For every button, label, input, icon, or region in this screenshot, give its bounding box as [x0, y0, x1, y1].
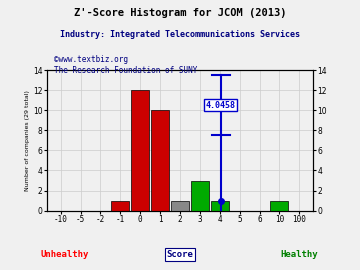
Bar — [151, 110, 169, 211]
Text: Score: Score — [167, 250, 193, 259]
Text: Industry: Integrated Telecommunications Services: Industry: Integrated Telecommunications … — [60, 30, 300, 39]
Text: Unhealthy: Unhealthy — [41, 250, 89, 259]
Y-axis label: Number of companies (29 total): Number of companies (29 total) — [25, 90, 30, 191]
Text: 4.0458: 4.0458 — [206, 101, 236, 110]
Text: Healthy: Healthy — [280, 250, 318, 259]
Bar — [211, 201, 229, 211]
Bar — [191, 181, 209, 211]
Text: ©www.textbiz.org: ©www.textbiz.org — [54, 55, 128, 64]
Bar — [131, 90, 149, 211]
Text: The Research Foundation of SUNY: The Research Foundation of SUNY — [54, 66, 197, 75]
Bar — [111, 201, 129, 211]
Bar — [270, 201, 288, 211]
Text: Z'-Score Histogram for JCOM (2013): Z'-Score Histogram for JCOM (2013) — [74, 8, 286, 18]
Bar — [171, 201, 189, 211]
